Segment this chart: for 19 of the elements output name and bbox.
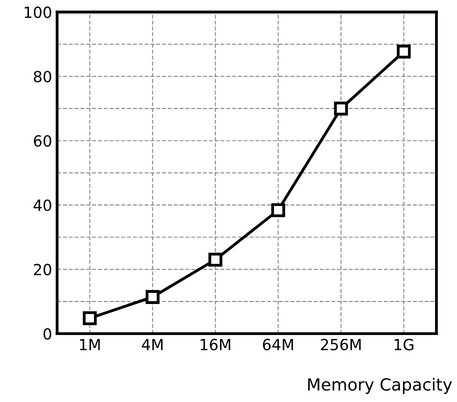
- y-tick-label: 20: [34, 264, 52, 276]
- x-tick-label: 16M: [200, 338, 230, 350]
- point: [208, 252, 222, 267]
- y-tick-label: 80: [34, 70, 52, 82]
- x-tick-label: 256M: [320, 338, 361, 350]
- y-tick-label: 60: [34, 135, 52, 147]
- point: [146, 290, 160, 304]
- point: [82, 311, 97, 326]
- point: [334, 102, 348, 116]
- point: [396, 44, 411, 59]
- x-tick-label: 4M: [142, 338, 163, 350]
- y-tick-label: 0: [44, 328, 52, 340]
- x-tick-label: 1M: [80, 338, 100, 350]
- x-tick-label: 1G: [394, 338, 414, 350]
- y-tick-label: 40: [34, 199, 52, 212]
- x-tick-label: 64M: [262, 338, 293, 350]
- x-axis-title: Memory Capacity: [308, 378, 452, 394]
- y-tick-label: 100: [24, 6, 52, 18]
- point: [271, 203, 286, 218]
